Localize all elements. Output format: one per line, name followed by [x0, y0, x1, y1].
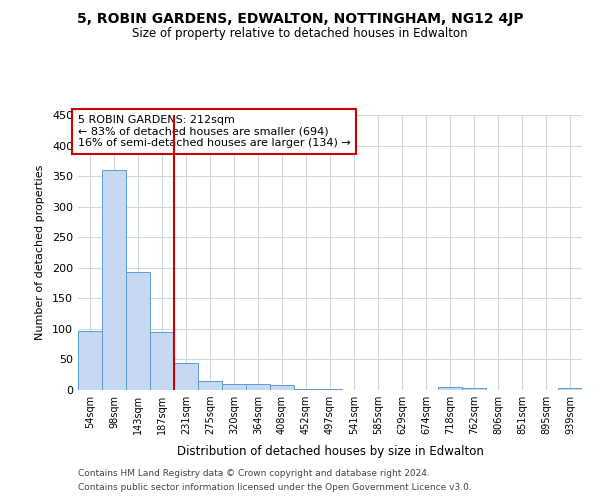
Bar: [462, 388, 486, 390]
Bar: [246, 384, 270, 390]
Y-axis label: Number of detached properties: Number of detached properties: [35, 165, 45, 340]
Bar: [78, 330, 102, 390]
Text: Size of property relative to detached houses in Edwalton: Size of property relative to detached ho…: [132, 28, 468, 40]
Bar: [150, 332, 174, 390]
Text: 5 ROBIN GARDENS: 212sqm
← 83% of detached houses are smaller (694)
16% of semi-d: 5 ROBIN GARDENS: 212sqm ← 83% of detache…: [78, 115, 351, 148]
Bar: [270, 385, 294, 390]
Bar: [102, 170, 126, 390]
Bar: [438, 387, 462, 390]
Text: Contains HM Land Registry data © Crown copyright and database right 2024.: Contains HM Land Registry data © Crown c…: [78, 468, 430, 477]
Bar: [222, 384, 246, 390]
Bar: [126, 272, 150, 390]
X-axis label: Distribution of detached houses by size in Edwalton: Distribution of detached houses by size …: [176, 446, 484, 458]
Text: Contains public sector information licensed under the Open Government Licence v3: Contains public sector information licen…: [78, 484, 472, 492]
Bar: [294, 389, 318, 390]
Bar: [558, 388, 582, 390]
Bar: [198, 381, 222, 390]
Text: 5, ROBIN GARDENS, EDWALTON, NOTTINGHAM, NG12 4JP: 5, ROBIN GARDENS, EDWALTON, NOTTINGHAM, …: [77, 12, 523, 26]
Bar: [174, 362, 198, 390]
